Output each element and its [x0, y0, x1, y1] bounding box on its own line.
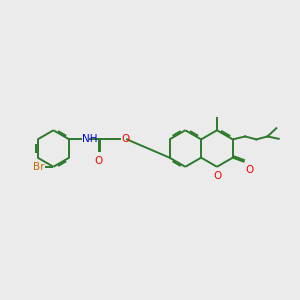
Text: O: O: [121, 134, 129, 144]
Text: O: O: [94, 156, 103, 166]
Text: O: O: [246, 165, 254, 175]
Text: Br: Br: [32, 162, 44, 172]
Text: O: O: [213, 171, 222, 181]
Text: NH: NH: [82, 134, 97, 143]
